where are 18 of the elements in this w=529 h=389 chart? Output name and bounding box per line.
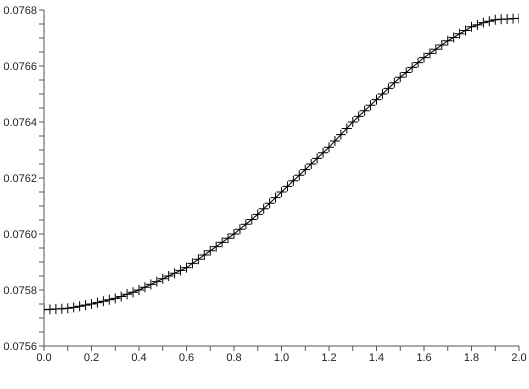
y-tick-label: 0.0764: [3, 116, 37, 129]
y-tick-label: 0.0766: [3, 60, 37, 73]
y-tick-label: 0.0756: [3, 340, 37, 353]
y-tick-label: 0.0768: [3, 4, 37, 17]
x-tick-label: 0.0: [36, 352, 52, 364]
x-tick-label: 0.6: [178, 352, 194, 364]
y-tick-label: 0.0760: [3, 228, 37, 241]
x-tick-label: 0.4: [131, 352, 147, 364]
x-tick-label: 0.8: [226, 352, 242, 364]
x-tick-label: 1.0: [274, 352, 290, 364]
x-tick-label: 0.2: [84, 352, 100, 364]
x-tick-label: 1.4: [368, 352, 384, 364]
x-tick-label: 1.2: [321, 352, 337, 364]
y-tick-label: 0.0758: [3, 284, 37, 297]
x-tick-label: 1.6: [416, 352, 432, 364]
x-tick-label: 2.0: [511, 352, 527, 364]
x-tick-label: 1.8: [464, 352, 480, 364]
y-tick-label: 0.0762: [3, 172, 37, 185]
